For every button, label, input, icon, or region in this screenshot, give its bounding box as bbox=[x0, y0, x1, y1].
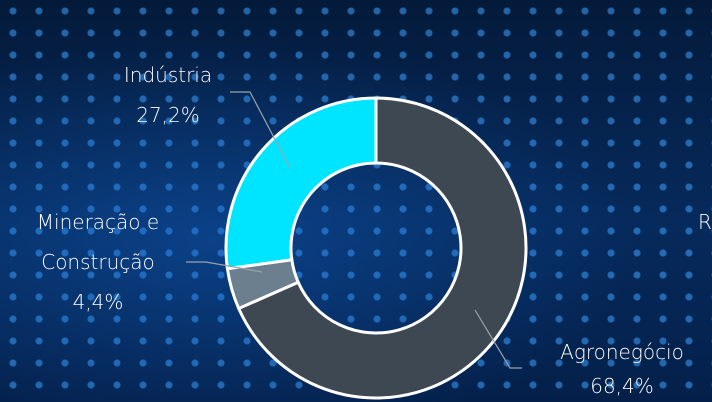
value-label: 68,4% bbox=[590, 374, 654, 398]
category-label: Indústria bbox=[123, 63, 213, 87]
donut-slice bbox=[236, 96, 528, 400]
category-label: Mineração e Construção bbox=[36, 210, 160, 274]
value-label: 4,4% bbox=[72, 290, 124, 314]
leader-line bbox=[230, 91, 291, 169]
leader-line bbox=[474, 309, 522, 369]
partial-label: R bbox=[698, 210, 712, 234]
value-label: 27,2% bbox=[136, 103, 200, 127]
category-label: Agronegócio bbox=[560, 340, 684, 364]
leader-line bbox=[186, 261, 263, 273]
donut-slice bbox=[224, 96, 378, 271]
